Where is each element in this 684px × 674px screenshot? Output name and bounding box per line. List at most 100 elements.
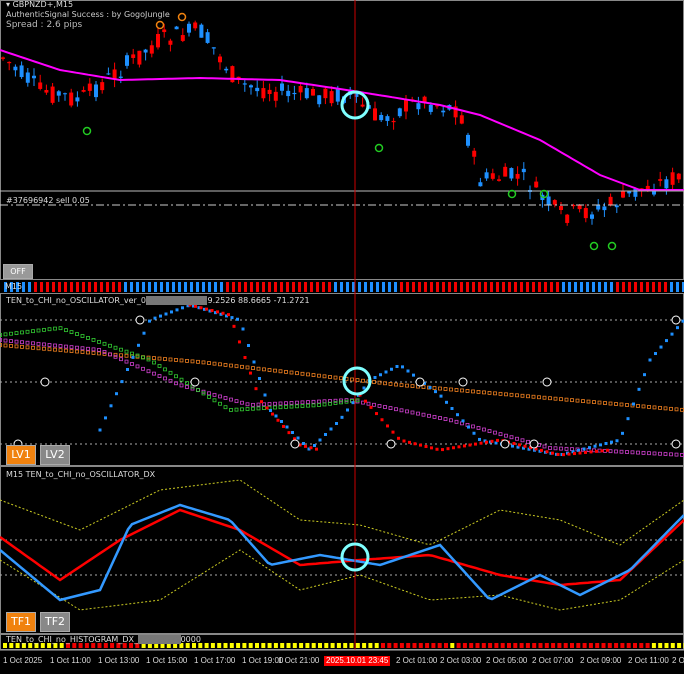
slow-line-dot [179,358,184,363]
slow-line-dot [493,391,497,396]
oscillator-blue-dot [434,390,437,394]
green-line-dot [53,326,57,331]
slow-line-dot [322,374,327,379]
histogram-bar [633,643,637,648]
slow-line-dot [31,345,35,350]
histogram-bar [362,643,367,648]
green-line-dot [218,401,222,406]
time-axis-tick: 1 Oct 13:00 [98,656,140,665]
oscillator-blue-dot [324,433,327,436]
slow-line-dot [350,377,354,382]
histogram-bar [393,643,398,648]
candle-body [19,65,24,78]
histogram-bar [576,643,581,648]
oscillator-red-dot [441,448,444,452]
oscillator-blue-dot [274,414,278,418]
candle-body [453,106,458,118]
signal-strip-bar [484,282,487,292]
candle-body [354,90,359,97]
signal-line-dot [130,362,134,366]
slow-line-dot [157,356,162,361]
signal-strip-bar [652,282,655,292]
signal-line-dot [278,401,283,406]
slow-line-dot [361,378,365,383]
green-line-dot [135,353,140,358]
signal-line-dot [421,412,426,417]
oscillator-red-dot [567,452,571,456]
signal-strip-bar [10,282,13,292]
time-axis-tick: 2 Oct 05:00 [486,656,528,665]
slow-line-dot [432,386,437,390]
signal-strip-bar [142,282,145,292]
oscillator-red-dot [221,311,225,315]
signal-line-dot [559,446,563,451]
signal-line-dot [300,400,305,405]
histogram-bar [614,643,619,648]
slow-line-dot [443,387,448,391]
signal-line-dot [86,346,90,351]
off-button[interactable]: OFF [3,264,33,279]
slow-line-dot [295,371,299,376]
signal-line-dot [449,418,453,423]
signal-strip-bar [682,282,684,292]
candle-body [304,88,309,99]
oscillator-red-dot [260,400,263,404]
signal-strip-bar [382,282,385,292]
slow-line-dot [515,393,519,398]
signal-line-dot [75,345,79,350]
signal-strip-bar [16,282,19,292]
oscillator-red-dot [199,306,203,310]
signal-strip-bar [346,282,349,292]
lv2-button[interactable]: LV2 [40,445,70,465]
signal-strip-bar [400,282,403,292]
green-line-dot [64,328,68,333]
histogram-bar [374,643,379,648]
tf2-button[interactable]: TF2 [40,612,70,632]
histogram-bar [185,643,190,648]
signal-strip-bar [58,282,61,292]
slow-line-dot [196,359,200,364]
signal-line-dot [482,427,486,432]
histogram-bar [9,643,14,648]
oscillator-blue-dot [203,307,206,311]
oscillator-red-dot [315,447,318,451]
slow-line-dot [570,398,574,403]
slow-line-dot [669,406,673,411]
oscillator-red-dot [413,442,417,446]
oscillator-blue-dot [186,304,190,308]
time-axis-tick: 1 Oct 11:00 [50,656,91,665]
oscillator-blue-dot [296,436,300,440]
histogram-bar [204,643,209,648]
time-axis-tick: 1 Oct 21:00 [278,656,320,665]
green-line-dot [234,407,239,412]
slow-line-dot [531,394,536,399]
signal-strip-bar [628,282,631,292]
histogram-bar [198,643,203,648]
histogram-bar [97,643,102,648]
time-axis-tick: 2 Oct 11:00 [628,656,669,665]
sell-signal-icon [177,12,187,22]
slow-line-dot [174,358,178,362]
signal-strip-bar [184,282,187,292]
lv1-button[interactable]: LV1 [6,445,36,465]
tf1-button[interactable]: TF1 [6,612,36,632]
buy-signal-icon [607,241,617,251]
slow-line-dot [586,399,591,404]
highlight-circle [340,542,370,572]
slow-line-dot [509,392,514,397]
oscillator-blue-dot [236,317,239,321]
histogram-bar [494,643,499,648]
oscillator-blue-dot [577,448,580,452]
histogram-bar [412,643,417,648]
slow-line-dot [273,368,277,373]
candle-body [515,173,520,179]
signal-strip-bar [610,282,613,292]
oscillator-red-dot [309,446,313,450]
upper-band-line [0,479,684,546]
candle-body [106,73,111,75]
signal-strip-bar [274,282,277,292]
signal-line-dot [388,406,393,411]
level-marker-icon [458,377,468,387]
signal-line-dot [647,451,651,456]
